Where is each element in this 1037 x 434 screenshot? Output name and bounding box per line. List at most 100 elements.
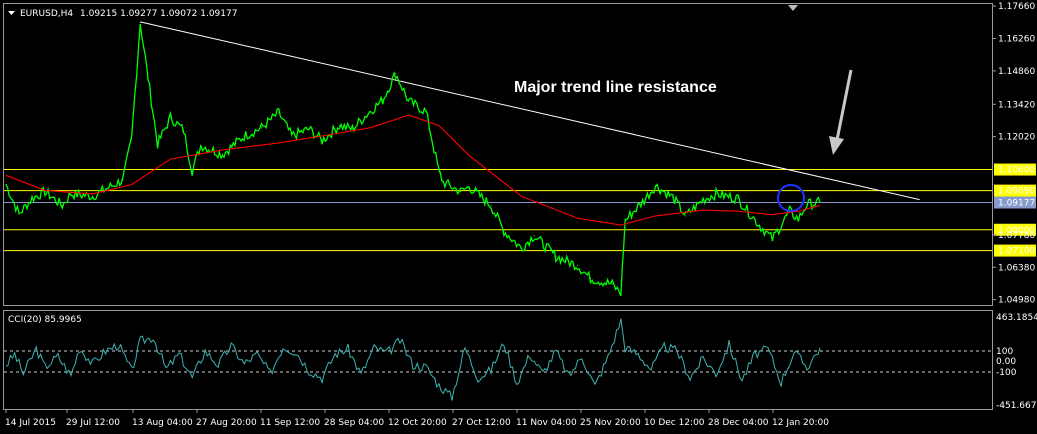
time-tick-label-3: 27 Aug 20:00 <box>196 418 257 428</box>
cci-tick-100: 100 <box>996 347 1013 357</box>
price-point <box>702 199 704 201</box>
price-pane-frame <box>3 3 993 306</box>
price-point <box>589 277 592 279</box>
time-tick-label-4: 11 Sep 12:00 <box>260 418 320 428</box>
price-tag-8 <box>994 223 1036 236</box>
price-tick-label-7: 1.09177 <box>998 198 1035 208</box>
price-point <box>351 128 353 130</box>
cci-line <box>5 318 821 401</box>
price-point <box>122 179 124 181</box>
price-point <box>672 196 674 198</box>
price-point <box>641 201 644 203</box>
price-point <box>44 190 46 193</box>
price-point <box>191 170 193 172</box>
price-point <box>758 224 761 226</box>
price-point <box>771 238 774 240</box>
price-pane[interactable]: 1.17660 1.16260 1.14860 1.13420 1.12020 1.106… <box>3 2 1037 306</box>
price-tag-10 <box>994 244 1036 257</box>
price-point <box>737 197 739 200</box>
triangle-down-icon[interactable] <box>8 11 15 15</box>
price-point <box>92 195 94 197</box>
price-tick-label-1: 1.16260 <box>998 34 1035 44</box>
price-point <box>61 204 63 207</box>
price-point <box>5 184 7 186</box>
arrow-down-icon <box>829 69 853 155</box>
price-tag-6 <box>994 184 1036 197</box>
price-axis: 1.17660 1.16260 1.14860 1.13420 1.12020 1.106… <box>992 2 1036 306</box>
symbol-label: EURUSD,H4 <box>20 9 73 19</box>
price-tick-label-9: 1.07780 <box>998 231 1035 241</box>
price-point <box>104 188 107 190</box>
price-point <box>438 171 440 173</box>
price-tick-label-2: 1.14860 <box>998 67 1035 77</box>
price-point <box>338 124 341 127</box>
price-point <box>278 112 280 114</box>
cci-label: CCI(20) 85.9965 <box>8 315 82 325</box>
price-point <box>425 111 427 113</box>
time-tick-label-0: 14 Jul 2015 <box>5 418 56 428</box>
price-point <box>611 283 613 285</box>
price-point <box>490 204 492 207</box>
cci-pane[interactable]: CCI(20) 85.9965 463.1854 100 0.00 -100 -… <box>3 310 1037 412</box>
time-tick-label-10: 10 Dec 12:00 <box>644 418 705 428</box>
price-point <box>520 247 522 249</box>
price-tick-label-0: 1.17660 <box>998 2 1035 12</box>
price-point <box>555 255 557 257</box>
trend-line[interactable] <box>140 21 920 201</box>
shift-marker-icon[interactable] <box>788 5 798 11</box>
time-axis: 14 Jul 2015 29 Jul 12:00 13 Aug 04:00 27 Au… <box>5 409 829 428</box>
price-point <box>503 230 505 232</box>
price-point <box>819 201 821 204</box>
cci-tick-max: 463.1854 <box>996 313 1037 323</box>
price-point <box>685 215 687 217</box>
price-point <box>70 193 72 195</box>
price-point <box>533 234 535 237</box>
ohlc-quote: 1.09215 1.09277 1.09072 1.09177 <box>80 9 237 19</box>
cci-tick-minus-100: -100 <box>996 368 1017 378</box>
time-tick-label-7: 27 Oct 12:00 <box>452 418 511 428</box>
time-tick-label-11: 28 Dec 04:00 <box>708 418 769 428</box>
price-tag-7 <box>994 196 1036 209</box>
time-tick-label-2: 13 Aug 04:00 <box>132 418 193 428</box>
price-tick-label-4: 1.12020 <box>998 133 1035 143</box>
price-point <box>321 140 323 142</box>
price-point <box>395 72 397 75</box>
cci-series <box>5 318 821 401</box>
price-point <box>308 128 310 130</box>
price-point <box>18 213 20 215</box>
price-point <box>139 21 141 24</box>
price-point <box>797 218 799 220</box>
price-series <box>5 21 821 297</box>
trend-line-segment[interactable] <box>140 21 920 201</box>
price-point <box>442 181 444 183</box>
price-tick-label-10: 1.07100 <box>998 247 1035 257</box>
price-point <box>200 144 202 146</box>
circle-marker-icon <box>777 184 805 212</box>
price-point <box>156 143 159 145</box>
price-point <box>260 127 263 129</box>
price-tick-label-6: 1.09690 <box>998 187 1035 197</box>
time-tick-label-1: 29 Jul 12:00 <box>66 418 120 428</box>
price-tag-5 <box>994 163 1036 176</box>
price-tick-label-8: 1.08000 <box>998 226 1035 236</box>
price-point <box>620 292 622 295</box>
cci-tick-0: 0.00 <box>996 357 1016 367</box>
price-point <box>468 186 470 188</box>
cci-tick-min: -451.6679 <box>996 401 1037 411</box>
price-point <box>408 100 410 102</box>
time-tick-label-6: 12 Oct 20:00 <box>388 418 447 428</box>
price-point <box>182 129 185 131</box>
time-tick-label-5: 28 Sep 04:00 <box>324 418 384 428</box>
price-point <box>221 153 224 156</box>
price-point <box>715 193 717 195</box>
price-point <box>31 197 33 200</box>
price-tick-label-5: 1.10600 <box>998 166 1035 176</box>
time-tick-label-8: 11 Nov 04:00 <box>516 418 577 428</box>
price-point <box>460 190 462 193</box>
price-point <box>654 185 657 187</box>
price-tick-label-3: 1.13420 <box>998 100 1035 110</box>
annotation-text: Major trend line resistance <box>514 79 717 96</box>
moving-average-series <box>5 114 821 226</box>
